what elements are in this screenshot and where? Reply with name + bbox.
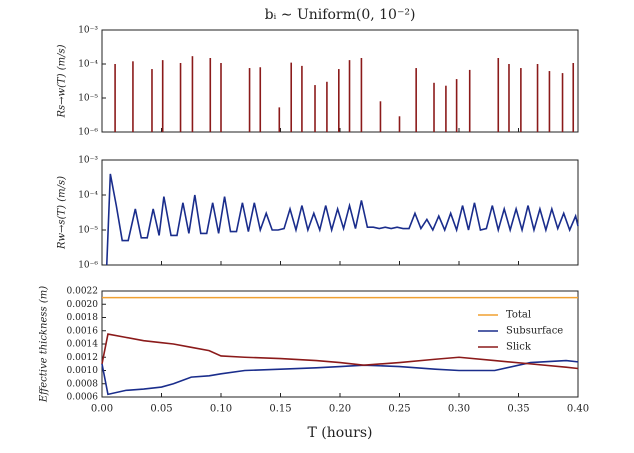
y-tick-label: 0.0016 (67, 326, 99, 336)
x-axis-label: T (hours) (307, 425, 372, 441)
plot-frame (101, 159, 579, 266)
x-tick-label: 0.20 (329, 404, 351, 415)
y-tick-label: 10⁻⁵ (78, 226, 98, 236)
y-axis-label: Rw→s(T) (m/s) (57, 176, 68, 250)
y-tick-label: 10⁻⁵ (78, 94, 98, 104)
y-tick-label: 0.0010 (67, 366, 99, 376)
y-tick-label: 10⁻⁶ (78, 128, 98, 138)
y-tick-label: 10⁻⁴ (78, 60, 98, 70)
y-tick-label: 0.0014 (67, 340, 99, 350)
legend-label: Subsurface (506, 326, 563, 337)
series-line (105, 173, 579, 266)
x-tick-label: 0.00 (91, 404, 113, 415)
y-tick-label: 0.0022 (67, 287, 99, 297)
plot-frame (101, 29, 579, 133)
chart-title: bᵢ ∼ Uniform(0, 10⁻²) (265, 7, 416, 23)
y-tick-label: 0.0020 (67, 300, 99, 310)
x-tick-label: 0.30 (448, 404, 470, 415)
legend-label: Slick (506, 342, 532, 353)
y-tick-label: 10⁻⁴ (78, 191, 98, 201)
y-axis-label: Effective thickness (m) (39, 286, 50, 403)
series-line (101, 333, 579, 370)
y-tick-label: 0.0008 (67, 379, 99, 389)
x-tick-label: 0.15 (269, 404, 291, 415)
y-tick-label: 0.0012 (67, 353, 99, 363)
y-tick-label: 0.0006 (67, 393, 99, 403)
x-tick-label: 0.35 (507, 404, 529, 415)
y-tick-label: 10⁻³ (78, 156, 98, 166)
legend-label: Total (506, 310, 531, 321)
y-tick-label: 10⁻³ (78, 26, 98, 36)
series-line (101, 359, 579, 396)
y-axis-label: Rs→w(T) (m/s) (57, 44, 68, 118)
x-tick-label: 0.05 (150, 404, 172, 415)
x-tick-label: 0.40 (567, 404, 589, 415)
x-tick-label: 0.10 (210, 404, 232, 415)
y-tick-label: 0.0018 (67, 313, 99, 323)
x-tick-label: 0.25 (388, 404, 410, 415)
y-tick-label: 10⁻⁶ (78, 261, 98, 271)
